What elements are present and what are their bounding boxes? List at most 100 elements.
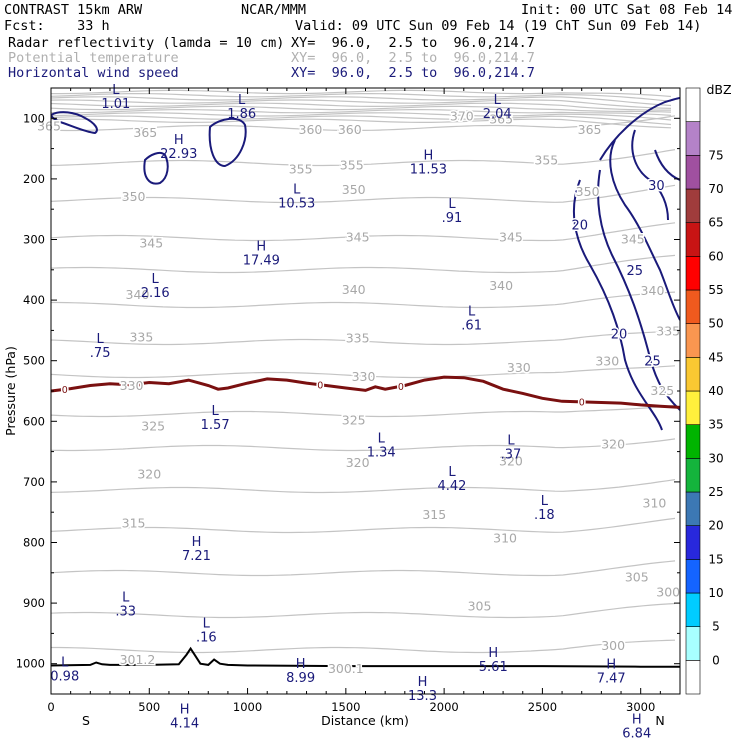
terrain-line bbox=[51, 646, 680, 668]
colorbar-swatch bbox=[685, 357, 701, 392]
theta-isentrope bbox=[51, 438, 676, 452]
extremum-type: L bbox=[203, 616, 211, 631]
y-axis-label: Pressure (hPa) bbox=[3, 346, 18, 436]
extremum-value: 7.21 bbox=[182, 549, 211, 564]
x-tick-label: 0 bbox=[47, 700, 54, 714]
field-theta-name: Potential temperature bbox=[8, 50, 179, 66]
theta-label: 340 bbox=[126, 287, 150, 302]
colorbar-swatch bbox=[685, 289, 701, 324]
colorbar-swatch bbox=[685, 121, 701, 156]
wind-label: 30 bbox=[648, 179, 665, 194]
theta-isentrope bbox=[51, 149, 676, 167]
extremum-value: .33 bbox=[115, 604, 136, 619]
theta-isentrope-upper bbox=[51, 105, 672, 113]
x-tick-label: 500 bbox=[138, 700, 160, 714]
extremum-type: H bbox=[180, 702, 190, 717]
org-label: NCAR/MMM bbox=[241, 2, 307, 18]
colorbar-level: 55 bbox=[708, 283, 723, 297]
colorbar-swatch bbox=[685, 424, 701, 459]
terrain-profile bbox=[51, 646, 680, 668]
south-label: S bbox=[82, 713, 90, 728]
extremum-value: .16 bbox=[196, 630, 217, 645]
extremum-type: H bbox=[606, 658, 616, 673]
wind-label: 20 bbox=[571, 218, 588, 233]
extremum-type: H bbox=[256, 239, 266, 254]
theta-label: 360 bbox=[338, 122, 362, 137]
theta-label: 335 bbox=[346, 331, 370, 346]
field-wind-name: Horizontal wind speed bbox=[8, 65, 179, 81]
field-theta-xy: XY= 96.0, 2.5 to 96.0,214.7 bbox=[291, 50, 535, 66]
theta-isentrope-upper bbox=[51, 93, 672, 102]
colorbar-level: 5 bbox=[712, 620, 720, 634]
extremum-type: H bbox=[488, 646, 498, 661]
colorbar-swatch bbox=[685, 559, 701, 594]
extremum-type: L bbox=[293, 182, 301, 197]
extremum-type: L bbox=[112, 83, 120, 98]
theta-label: 325 bbox=[342, 412, 366, 427]
colorbar-level: 35 bbox=[708, 418, 723, 432]
y-tick-label: 400 bbox=[23, 293, 45, 307]
extremum-value: 17.49 bbox=[243, 253, 280, 268]
reflectivity-zero-line bbox=[51, 375, 680, 409]
y-tick-label: 700 bbox=[23, 475, 45, 489]
theta-label: 355 bbox=[289, 162, 313, 177]
y-tick-label: 100 bbox=[23, 111, 45, 125]
colorbar-swatch bbox=[685, 87, 701, 122]
extremum-type: L bbox=[541, 494, 549, 509]
theta-isentrope-upper bbox=[51, 102, 671, 111]
x-tick-label: 1500 bbox=[331, 700, 360, 714]
extremum-value: 6.84 bbox=[622, 727, 651, 740]
theta-isentrope bbox=[51, 291, 676, 309]
extremum-type: L bbox=[122, 590, 130, 605]
extremum-value: 1.34 bbox=[367, 446, 396, 461]
extremum-type: L bbox=[468, 304, 476, 319]
colorbar-level: 75 bbox=[708, 148, 723, 162]
valid-time: Valid: 09 UTC Sun 09 Feb 14 (19 ChT Sun … bbox=[295, 18, 702, 34]
wind-isotach bbox=[599, 97, 680, 161]
wind-isotach bbox=[597, 169, 680, 411]
colorbar-level: 50 bbox=[708, 317, 723, 331]
y-tick-label: 500 bbox=[23, 354, 45, 368]
theta-label: 340 bbox=[641, 283, 665, 298]
theta-isentrope bbox=[51, 184, 676, 204]
colorbar-swatch bbox=[685, 323, 701, 358]
theta-label: 320 bbox=[601, 437, 625, 452]
wind-label: 25 bbox=[627, 264, 644, 279]
theta-isentrope-upper bbox=[51, 118, 672, 129]
theta-label: 350 bbox=[576, 184, 600, 199]
theta-label: 301.2 bbox=[120, 652, 156, 667]
theta-isentrope bbox=[51, 115, 676, 132]
theta-label: 340 bbox=[342, 282, 366, 297]
extremum-type: L bbox=[152, 272, 160, 287]
extremum-type: L bbox=[238, 93, 246, 108]
theta-label: 365 bbox=[489, 111, 513, 126]
theta-isentrope bbox=[51, 254, 676, 274]
theta-label: 340 bbox=[489, 278, 513, 293]
y-tick-label: 600 bbox=[23, 414, 45, 428]
model-title: CONTRAST 15km ARW bbox=[4, 2, 143, 18]
theta-label: 310 bbox=[643, 496, 667, 511]
field-reflectivity-xy: XY= 96.0, 2.5 to 96.0,214.7 bbox=[291, 35, 535, 51]
reflectivity-zero-contour: 0 0 0 0 0 bbox=[51, 375, 680, 410]
theta-labels: 365 365 360 360 370 365 365 355 355 355 350 350 350 3… bbox=[36, 107, 682, 678]
x-tick-label: 1000 bbox=[233, 700, 262, 714]
wind-isotach bbox=[609, 139, 680, 321]
colorbar-swatch bbox=[685, 390, 701, 425]
wind-isotach bbox=[631, 129, 669, 221]
colorbar-level: 15 bbox=[708, 552, 723, 566]
field-wind-xy: XY= 96.0, 2.5 to 96.0,214.7 bbox=[291, 65, 535, 81]
north-label: N bbox=[655, 713, 664, 728]
colorbar-level: 30 bbox=[708, 451, 723, 465]
extremum-type: H bbox=[418, 675, 428, 690]
reflectivity-contour-label: 0 bbox=[398, 382, 404, 393]
colorbar-level: 45 bbox=[708, 350, 723, 364]
extremum-type: L bbox=[448, 197, 456, 212]
theta-label: 320 bbox=[137, 466, 161, 481]
extremum-value: .37 bbox=[501, 447, 522, 462]
extremum-value: .61 bbox=[461, 318, 482, 333]
extremum-type: L bbox=[61, 656, 69, 671]
theta-isentrope bbox=[51, 517, 676, 534]
theta-isentrope bbox=[51, 404, 676, 418]
colorbar-swatch bbox=[685, 491, 701, 526]
